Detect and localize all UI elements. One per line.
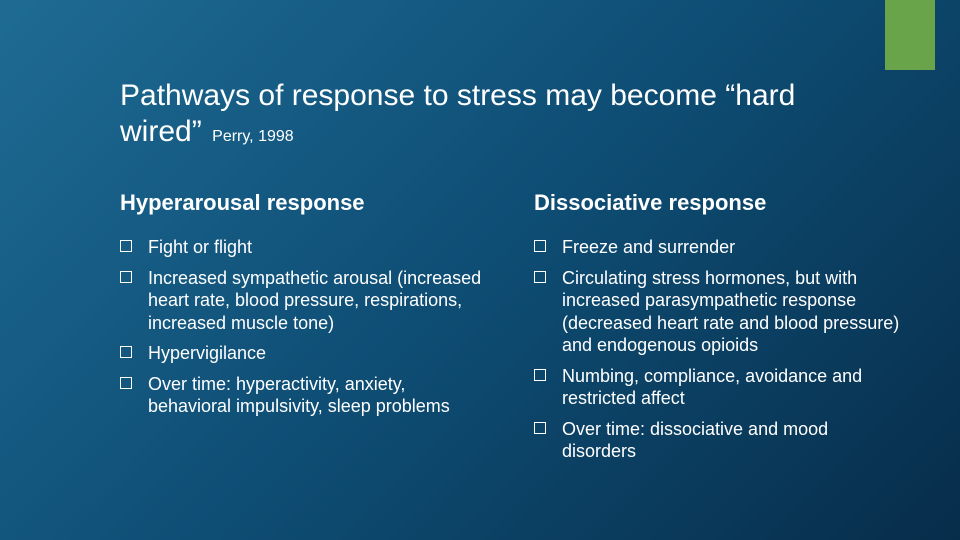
list-item: Hypervigilance: [120, 342, 486, 365]
list-item: Over time: dissociative and mood disorde…: [534, 418, 900, 463]
list-item: Numbing, compliance, avoidance and restr…: [534, 365, 900, 410]
slide: Pathways of response to stress may becom…: [0, 0, 960, 540]
title-block: Pathways of response to stress may becom…: [120, 78, 870, 150]
list-item: Circulating stress hormones, but with in…: [534, 267, 900, 357]
list-item: Fight or flight: [120, 236, 486, 259]
columns: Hyperarousal response Fight or flight In…: [120, 190, 900, 471]
list-item: Freeze and surrender: [534, 236, 900, 259]
right-column: Dissociative response Freeze and surrend…: [534, 190, 900, 471]
left-heading: Hyperarousal response: [120, 190, 486, 216]
slide-citation: Perry, 1998: [212, 128, 294, 145]
list-item: Increased sympathetic arousal (increased…: [120, 267, 486, 335]
right-heading: Dissociative response: [534, 190, 900, 216]
right-list: Freeze and surrender Circulating stress …: [534, 236, 900, 463]
list-item: Over time: hyperactivity, anxiety, behav…: [120, 373, 486, 418]
left-list: Fight or flight Increased sympathetic ar…: [120, 236, 486, 418]
accent-box: [885, 0, 935, 70]
left-column: Hyperarousal response Fight or flight In…: [120, 190, 486, 471]
